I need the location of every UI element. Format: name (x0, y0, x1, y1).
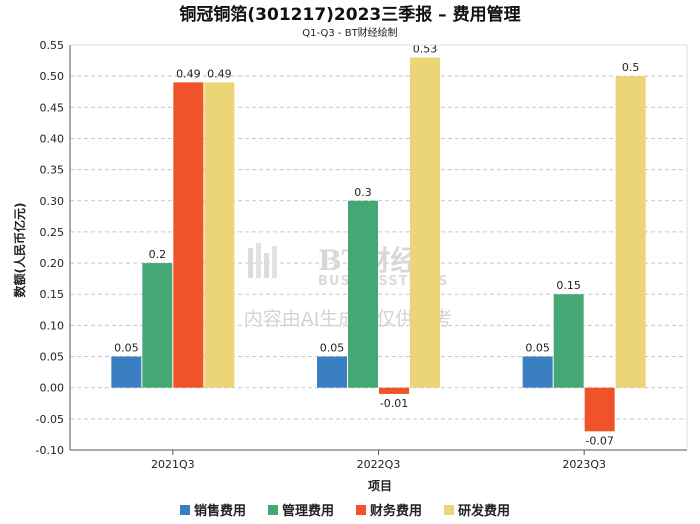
bar (317, 356, 347, 388)
data-label: 0.3 (354, 186, 372, 199)
y-tick-label: 0.40 (40, 132, 65, 145)
y-tick-label: 0.25 (40, 226, 65, 239)
y-tick-label: 0.15 (40, 288, 65, 301)
y-tick-label: 0.45 (40, 101, 65, 114)
y-tick-label: 0.35 (40, 164, 65, 177)
bar (204, 82, 235, 388)
data-label: 0.5 (622, 61, 640, 74)
legend-swatch (268, 505, 278, 515)
legend-swatch (444, 505, 454, 515)
data-label: -0.07 (585, 434, 613, 447)
legend-label: 销售费用 (194, 503, 246, 519)
data-label: 0.05 (320, 342, 345, 355)
bars (111, 57, 646, 432)
data-label: 0.49 (176, 67, 201, 80)
legend-swatch (180, 505, 190, 515)
legend-label: 管理费用 (282, 503, 334, 519)
bar (111, 356, 142, 388)
y-tick-label: 0.55 (40, 39, 65, 52)
chart-title: 铜冠铜箔(301217)2023三季报 – 费用管理 (179, 4, 520, 25)
legend-label: 研发费用 (458, 503, 510, 519)
y-tick-label: 0.00 (40, 382, 65, 395)
legend-swatch (356, 505, 366, 515)
chart-subtitle: Q1-Q3 - BT财经绘制 (302, 26, 397, 39)
data-label: 0.05 (525, 342, 550, 355)
bar (142, 263, 173, 388)
data-label: 0.53 (413, 42, 438, 55)
y-tick-label: 0.50 (40, 70, 65, 83)
legend: 销售费用 管理费用 财务费用 研发费用 (180, 503, 510, 519)
bar (379, 387, 409, 394)
y-tick-label: 0.30 (40, 195, 65, 208)
data-labels: 0.05 0.2 0.49 0.49 0.05 0.3 -0.01 0.53 0.05 0.15 -… (114, 42, 639, 447)
bar (410, 57, 440, 388)
y-tick-label: -0.05 (36, 413, 64, 426)
bar (173, 82, 204, 388)
legend-label: 财务费用 (370, 503, 422, 519)
axes (69, 44, 688, 455)
data-label: -0.01 (380, 397, 408, 410)
y-axis-title: 数额(人民币亿元) (12, 203, 27, 298)
y-tick-label: -0.10 (36, 444, 64, 457)
x-axis-title: 项目 (368, 479, 392, 493)
y-tick-label: 0.05 (40, 351, 65, 364)
x-tick-label: 2022Q3 (357, 458, 401, 471)
data-label: 0.05 (114, 342, 139, 355)
y-tick-labels: -0.10 -0.05 0.00 0.05 0.10 0.15 0.20 0.25 0.30 0.… (36, 39, 64, 457)
bar (522, 356, 553, 388)
bar (584, 387, 615, 432)
x-tick-label: 2023Q3 (562, 458, 606, 471)
watermark-logo (248, 243, 277, 278)
data-label: 0.2 (149, 248, 167, 261)
x-tick-labels: 2021Q3 2022Q3 2023Q3 (151, 458, 606, 471)
y-tick-label: 0.20 (40, 257, 65, 270)
bar (348, 200, 378, 388)
data-label: 0.15 (556, 279, 581, 292)
bar (615, 76, 646, 388)
data-label: 0.49 (207, 67, 232, 80)
x-tick-label: 2021Q3 (151, 458, 195, 471)
gridlines (70, 44, 687, 451)
y-tick-label: 0.10 (40, 319, 65, 332)
bar (553, 294, 584, 388)
